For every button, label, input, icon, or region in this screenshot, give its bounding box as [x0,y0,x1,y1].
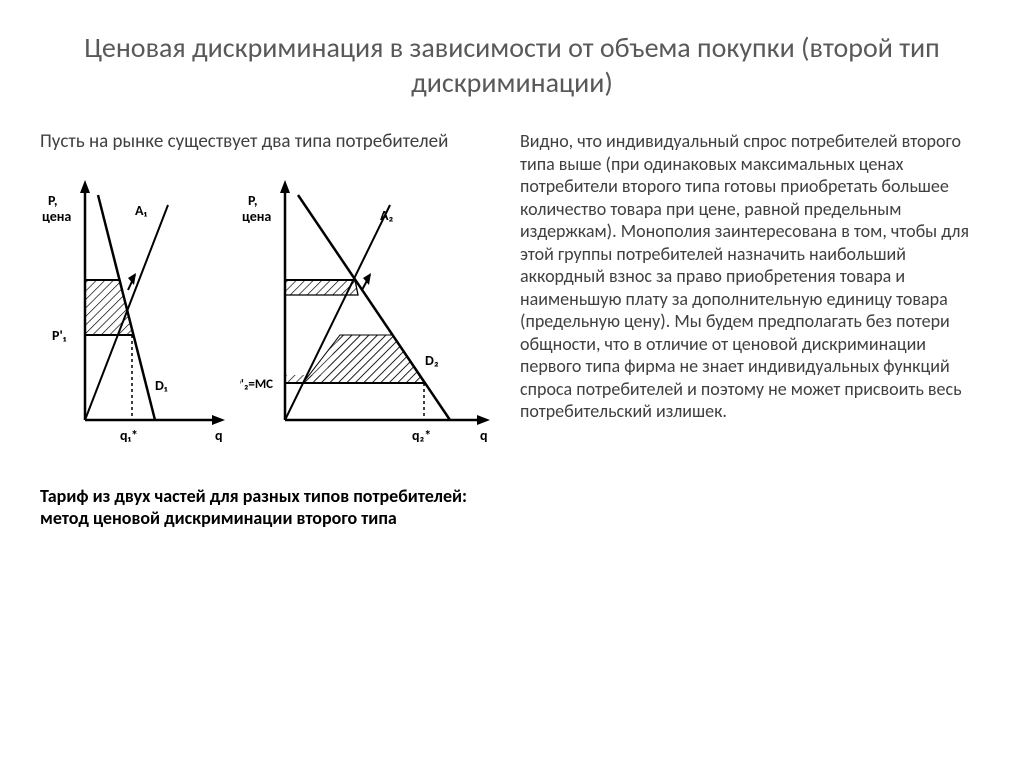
svg-text:D₂: D₂ [425,352,439,369]
svg-text:q: q [480,427,488,444]
svg-text:P,: P, [48,192,58,209]
content-area: Пусть на рынке существует два типа потре… [40,130,984,530]
chart-group: P, цена q D₁ A₁ P'₁ [40,175,500,470]
chart-1-svg: P, цена q D₁ A₁ P'₁ [40,175,230,465]
right-column: Видно, что индивидуальный спрос потребит… [520,130,984,530]
chart-caption: Тариф из двух частей для разных типов по… [40,485,500,530]
svg-text:A₂: A₂ [380,207,393,224]
chart-1: P, цена q D₁ A₁ P'₁ [40,175,230,470]
svg-text:P'₂=MC: P'₂=MC [240,377,273,392]
page-title: Ценовая дискриминация в зависимости от о… [40,30,984,100]
chart-2: P, цена q D₂ A₂ [240,175,500,470]
left-column: Пусть на рынке существует два типа потре… [40,130,500,530]
svg-text:цена: цена [42,208,71,225]
chart-2-svg: P, цена q D₂ A₂ [240,175,500,465]
svg-text:q₂*: q₂* [412,427,431,444]
body-text: Видно, что индивидуальный спрос потребит… [520,130,984,423]
svg-text:A₁: A₁ [135,202,147,219]
svg-text:q: q [215,427,223,444]
svg-text:q₁*: q₁* [120,427,138,444]
intro-text: Пусть на рынке существует два типа потре… [40,130,500,155]
svg-text:D₁: D₁ [155,377,168,394]
svg-text:цена: цена [242,208,271,225]
svg-text:P,: P, [248,192,258,209]
svg-text:P'₁: P'₁ [52,327,67,344]
